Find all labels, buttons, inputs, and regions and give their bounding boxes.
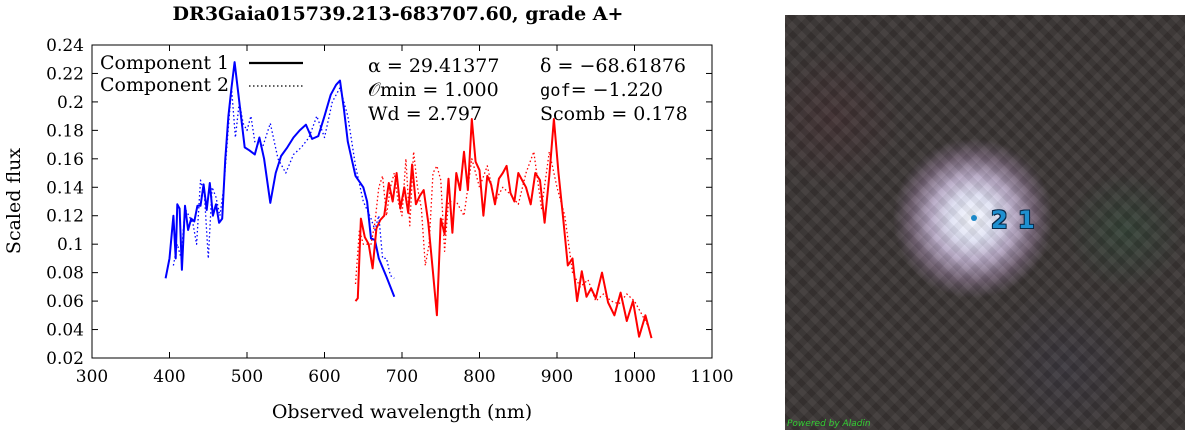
annotation-gof: gof= −1.220 bbox=[540, 79, 663, 101]
annotation-delta: δ = −68.61876 bbox=[540, 55, 686, 77]
x-axis-label: Observed wavelength (nm) bbox=[272, 401, 532, 423]
series-line-dotted-red bbox=[354, 151, 651, 330]
x-tick-label: 900 bbox=[541, 367, 573, 387]
y-tick-label: 0.04 bbox=[46, 321, 84, 341]
axis-ticks: 300 400 500 600 700 800 900 1000 1100 0.02 0.04 0.0… bbox=[46, 36, 733, 387]
target-marker bbox=[971, 215, 977, 221]
chart-title: DR3Gaia015739.213-683707.60, grade A+ bbox=[173, 3, 624, 25]
legend-label-1: Component 1 bbox=[100, 52, 229, 74]
annotation-omin: 𝒪min = 1.000 bbox=[368, 79, 499, 101]
annotation-scomb: Scomb = 0.178 bbox=[540, 103, 688, 125]
x-tick-label: 700 bbox=[386, 367, 418, 387]
y-tick-label: 0.16 bbox=[46, 150, 84, 170]
y-tick-label: 0.14 bbox=[46, 178, 84, 198]
y-tick-label: 0.2 bbox=[57, 93, 84, 113]
y-tick-label: 0.18 bbox=[46, 121, 84, 141]
series-line-solid-blue bbox=[164, 61, 396, 298]
annotation-alpha: α = 29.41377 bbox=[368, 55, 500, 77]
source-label-1: 1 bbox=[1018, 206, 1035, 234]
x-tick-label: 800 bbox=[463, 367, 495, 387]
x-tick-label: 400 bbox=[153, 367, 185, 387]
series-line-solid-red bbox=[354, 118, 653, 339]
x-tick-label: 1100 bbox=[690, 367, 733, 387]
x-tick-label: 500 bbox=[231, 367, 263, 387]
spectrum-chart: DR3Gaia015739.213-683707.60, grade A+ 30… bbox=[3, 3, 734, 423]
sky-image-panel: 2 1 Powered by Aladin bbox=[785, 15, 1185, 430]
y-tick-label: 0.02 bbox=[46, 349, 84, 369]
x-tick-label: 300 bbox=[76, 367, 108, 387]
legend-label-2: Component 2 bbox=[100, 74, 229, 96]
y-tick-label: 0.24 bbox=[46, 36, 84, 56]
aladin-credit: Powered by Aladin bbox=[787, 419, 871, 429]
y-tick-label: 0.06 bbox=[46, 292, 84, 312]
y-tick-label: 0.22 bbox=[46, 64, 84, 84]
y-axis-label: Scaled flux bbox=[3, 148, 25, 254]
y-tick-label: 0.1 bbox=[57, 235, 84, 255]
y-tick-label: 0.12 bbox=[46, 207, 84, 227]
x-tick-label: 1000 bbox=[613, 367, 656, 387]
fit-annotations: α = 29.41377 δ = −68.61876 𝒪min = 1.000 … bbox=[368, 55, 688, 125]
y-tick-label: 0.08 bbox=[46, 264, 84, 284]
x-tick-label: 600 bbox=[308, 367, 340, 387]
legend: Component 1 Component 2 bbox=[100, 52, 303, 96]
series-lines bbox=[164, 61, 653, 339]
annotation-wd: Wd = 2.797 bbox=[368, 103, 482, 125]
source-label-2: 2 bbox=[991, 206, 1008, 234]
